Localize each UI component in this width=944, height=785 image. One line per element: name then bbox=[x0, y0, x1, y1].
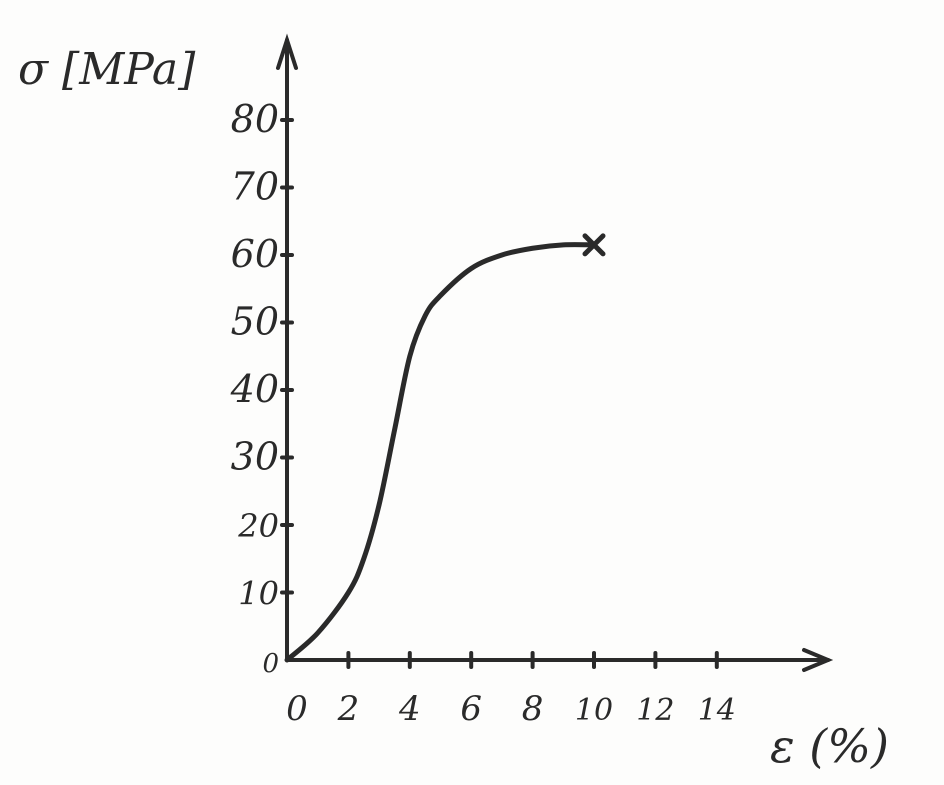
x-axis-arrow-icon bbox=[802, 648, 834, 672]
y-tick-label: 30 bbox=[231, 435, 279, 479]
stress-strain-curve bbox=[284, 242, 597, 663]
fracture-point-marker bbox=[582, 233, 606, 257]
x-tick-label: 12 bbox=[636, 693, 674, 728]
y-tick-label: 70 bbox=[231, 165, 279, 209]
x-tick-label: 0 bbox=[286, 689, 308, 729]
y-tick-label: 40 bbox=[230, 367, 279, 411]
y-axis-label: σ [MPa] bbox=[18, 44, 196, 95]
x-ticks: 0 2 4 6 8 10 12 14 bbox=[286, 651, 736, 729]
x-tick-label: 10 bbox=[575, 693, 613, 728]
y-tick-label: 50 bbox=[231, 300, 279, 344]
y-axis-arrow-icon bbox=[276, 33, 298, 70]
x-tick-label: 2 bbox=[337, 689, 360, 729]
y-tick-label: 0 bbox=[262, 649, 279, 679]
series-layer bbox=[284, 233, 606, 663]
x-tick-label: 8 bbox=[522, 689, 544, 729]
x-tick-label: 14 bbox=[698, 693, 736, 728]
y-ticks: 0 10 20 30 40 50 60 70 80 bbox=[230, 97, 294, 679]
y-tick-label: 80 bbox=[231, 97, 279, 141]
y-tick-label: 20 bbox=[237, 507, 279, 545]
y-tick-label: 60 bbox=[231, 232, 279, 276]
x-axis-label: ε (%) bbox=[770, 719, 889, 773]
x-tick-label: 6 bbox=[460, 689, 482, 729]
x-tick-label: 4 bbox=[398, 689, 421, 729]
y-tick-label: 10 bbox=[238, 575, 279, 613]
axes bbox=[276, 33, 834, 672]
